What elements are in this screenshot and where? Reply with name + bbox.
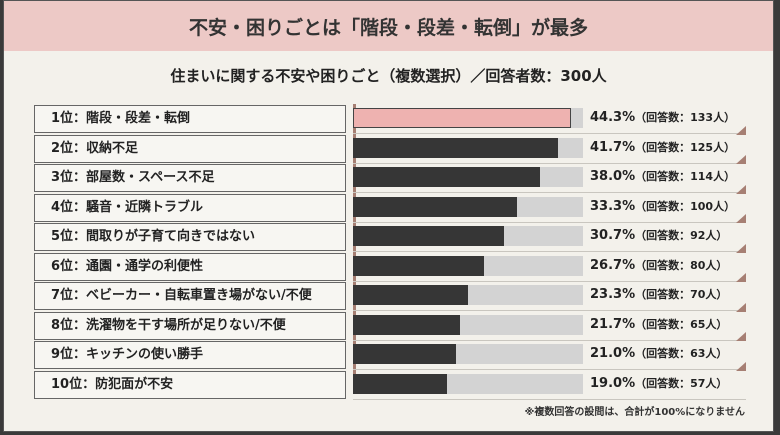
corner-triangle-icon: [736, 184, 746, 194]
row-divider: [353, 280, 746, 282]
corner-triangle-icon: [736, 273, 746, 282]
count-label: （回答数：92人）: [635, 229, 728, 242]
category-label: 4位：騒音・近隣トラブル: [34, 193, 346, 222]
category-label: 1位：階段・段差・転倒: [34, 105, 346, 133]
bar-track: [353, 196, 583, 217]
corner-triangle-icon: [736, 214, 746, 223]
bar-row: 4位：騒音・近隣トラブル 33.3%（回答数：100人）: [4, 184, 773, 223]
bar: [353, 167, 541, 187]
value-label: 41.7%（回答数：125人）: [590, 139, 735, 155]
bar-track: [353, 167, 583, 187]
axis-line: [353, 104, 356, 394]
bar-row: 2位：収納不足 41.7%（回答数：125人）: [4, 125, 773, 164]
footnote: ※複数回答の設問は、合計が100%になりません: [524, 407, 745, 418]
chart-subtitle: 住まいに関する不安や困りごと（複数選択）／回答者数：300人: [170, 67, 607, 85]
percent-label: 23.3%: [590, 287, 636, 302]
bar-track: [353, 314, 583, 335]
count-label: （回答数：70人）: [635, 288, 728, 301]
category-label: 5位：間取りが子育て向きではない: [34, 223, 346, 251]
page-title: 不安・困りごとは「階段・段差・転倒」が最多: [4, 1, 773, 51]
count-label: （回答数：63人）: [635, 347, 728, 360]
bar-track: [353, 226, 583, 246]
row-divider: [353, 221, 746, 223]
count-label: （回答数：125人）: [635, 140, 736, 154]
category-label: 2位：収納不足: [34, 134, 346, 163]
bar-track: [353, 373, 583, 394]
value-label: 19.0%（回答数：57人）: [590, 375, 727, 391]
value-label: 30.7%（回答数：92人）: [590, 227, 727, 243]
category-label: 8位：洗濯物を干す場所が足りない/不便: [34, 311, 346, 340]
value-label: 23.3%（回答数：70人）: [590, 286, 727, 302]
bar: [353, 285, 468, 305]
value-label: 21.7%（回答数：65人）: [590, 316, 727, 332]
corner-triangle-icon: [736, 332, 746, 341]
count-label: （回答数：133人）: [635, 111, 736, 124]
count-label: （回答数：114人）: [635, 170, 736, 183]
row-divider: [353, 251, 746, 252]
row-divider: [353, 133, 746, 134]
row-divider: [353, 162, 746, 164]
bar: [353, 137, 559, 158]
row-divider: [353, 398, 746, 400]
bar-row: 7位：ベビーカー・自転車置き場がない/不便 23.3%（回答数：70人）: [4, 273, 773, 311]
percent-label: 33.3%: [590, 198, 636, 214]
percent-label: 41.7%: [590, 139, 636, 155]
category-label: 10位：防犯面が不安: [34, 370, 346, 399]
percent-label: 30.7%: [590, 228, 636, 243]
count-label: （回答数：80人）: [635, 258, 728, 272]
row-divider: [353, 339, 746, 341]
bar: [353, 196, 517, 217]
corner-triangle-icon: [736, 125, 746, 135]
count-label: （回答数：65人）: [635, 317, 728, 331]
percent-label: 19.0%: [590, 375, 636, 391]
count-label: （回答数：57人）: [635, 376, 728, 390]
count-label: （回答数：100人）: [635, 199, 736, 213]
bar-track: [353, 108, 583, 128]
bar-track: [353, 285, 583, 305]
corner-triangle-icon: [736, 155, 746, 164]
bar-track: [353, 255, 583, 276]
bar-row: 9位：キッチンの使い勝手 21.0%（回答数：63人）: [4, 332, 773, 370]
bar: [353, 373, 447, 394]
category-label: 6位：通園・通学の利便性: [34, 252, 346, 281]
percent-label: 38.0%: [590, 169, 636, 184]
bar: [353, 108, 572, 128]
row-divider: [353, 310, 746, 311]
bar-row: 5位：間取りが子育て向きではない 30.7%（回答数：92人）: [4, 214, 773, 252]
value-label: 44.3%（回答数：133人）: [590, 109, 735, 125]
value-label: 26.7%（回答数：80人）: [590, 257, 727, 273]
value-label: 33.3%（回答数：100人）: [590, 198, 735, 214]
row-divider: [353, 369, 746, 370]
row-divider: [353, 192, 746, 193]
infographic-panel: 不安・困りごとは「階段・段差・転倒」が最多 住まいに関する不安や困りごと（複数選…: [3, 0, 774, 432]
bar-row: 8位：洗濯物を干す場所が足りない/不便 21.7%（回答数：65人）: [4, 302, 773, 341]
value-label: 38.0%（回答数：114人）: [590, 168, 735, 184]
bar: [353, 226, 505, 246]
bar-row: 3位：部屋数・スペース不足 38.0%（回答数：114人）: [4, 155, 773, 193]
bar-track: [353, 344, 583, 364]
value-label: 21.0%（回答数：63人）: [590, 345, 727, 361]
corner-triangle-icon: [736, 302, 746, 312]
bar-track: [353, 137, 583, 158]
category-label: 3位：部屋数・スペース不足: [34, 164, 346, 192]
bar-row: 1位：階段・段差・転倒 44.3%（回答数：133人）: [4, 104, 773, 134]
percent-label: 44.3%: [590, 110, 636, 125]
percent-label: 21.0%: [590, 346, 636, 361]
category-label: 9位：キッチンの使い勝手: [34, 341, 346, 369]
corner-triangle-icon: [736, 243, 746, 253]
corner-triangle-icon: [736, 361, 746, 371]
bar-row: 10位：防犯面が不安 19.0%（回答数：57人）: [4, 361, 773, 400]
category-label: 7位：ベビーカー・自転車置き場がない/不便: [34, 282, 346, 310]
bar: [353, 314, 460, 335]
bar: [353, 255, 485, 276]
percent-label: 26.7%: [590, 257, 636, 273]
percent-label: 21.7%: [590, 316, 636, 332]
bar-row: 6位：通園・通学の利便性 26.7%（回答数：80人）: [4, 243, 773, 282]
bar: [353, 344, 457, 364]
